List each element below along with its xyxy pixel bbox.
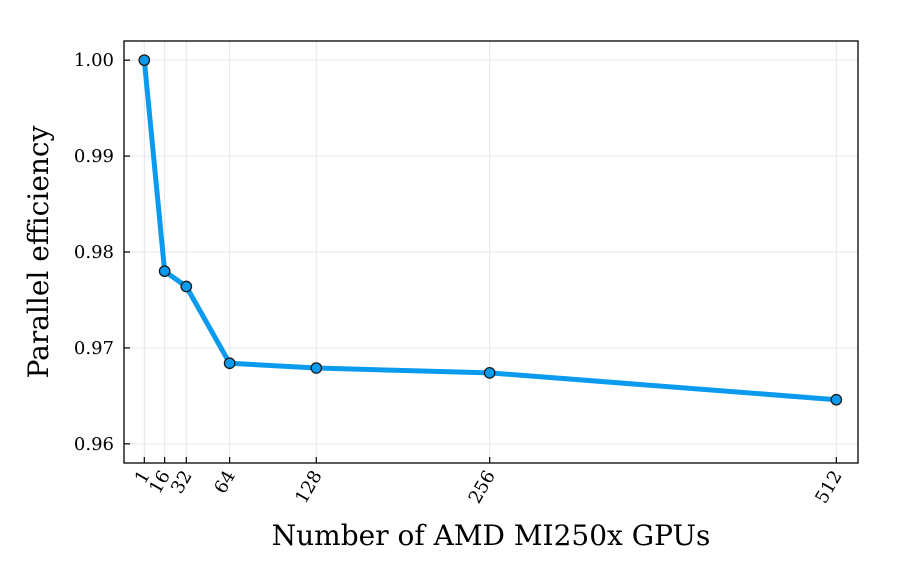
series-line	[141, 57, 839, 403]
y-axis-ticks: 0.96 0.97 0.98 0.99 1.00	[74, 50, 130, 455]
x-tick-label: 64	[210, 467, 240, 497]
y-axis-title: Parallel efficiency	[22, 125, 55, 378]
y-tick-label: 0.96	[74, 434, 114, 455]
data-point	[310, 362, 323, 374]
grid	[124, 41, 858, 463]
x-tick-label: 512	[811, 467, 846, 507]
data-point	[138, 54, 151, 67]
y-tick-label: 1.00	[74, 50, 114, 71]
data-point	[158, 265, 171, 278]
y-tick-label: 0.99	[74, 146, 114, 167]
data-point	[830, 393, 843, 406]
x-tick-label: 256	[465, 467, 500, 507]
data-point	[483, 366, 496, 379]
series-layer	[138, 54, 843, 406]
x-tick-label: 128	[291, 467, 326, 507]
x-axis-title: Number of AMD MI250x GPUs	[272, 519, 711, 552]
y-tick-label: 0.97	[74, 338, 114, 359]
x-tick-label: 32	[167, 467, 197, 497]
data-point	[223, 357, 236, 370]
data-point	[180, 280, 193, 293]
y-tick-label: 0.98	[74, 242, 114, 263]
